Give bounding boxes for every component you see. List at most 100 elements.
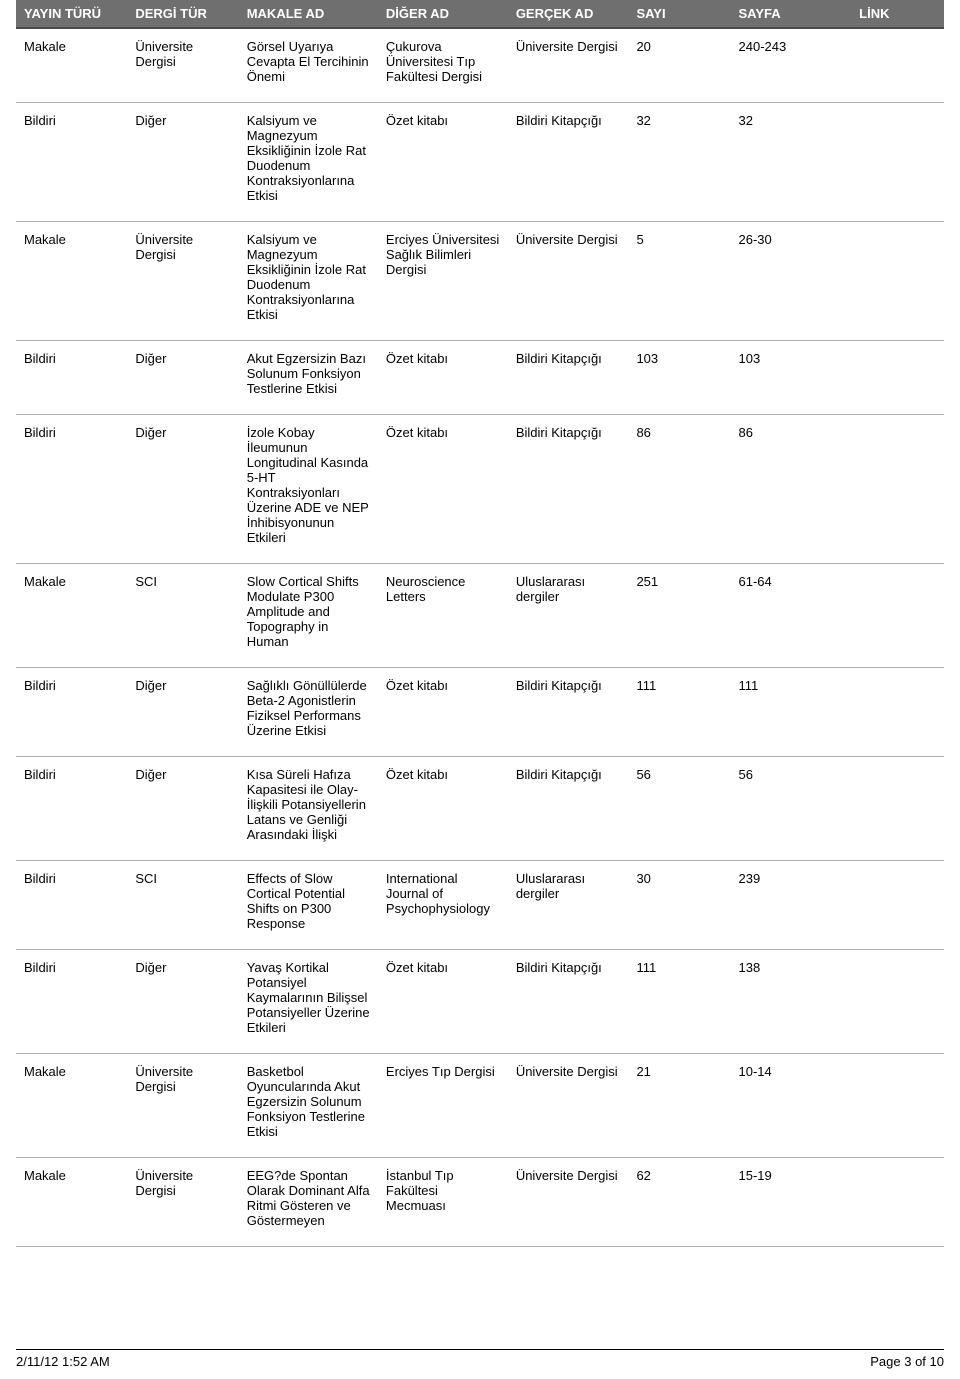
table-cell: Diğer xyxy=(127,415,238,564)
table-cell: 86 xyxy=(731,415,852,564)
table-cell: Bildiri xyxy=(16,861,127,950)
table-header: YAYIN TÜRÜDERGİ TÜRMAKALE ADDİĞER ADGERÇ… xyxy=(16,0,944,28)
table-row: BildiriDiğerAkut Egzersizin Bazı Solunum… xyxy=(16,341,944,415)
table-cell: Bildiri xyxy=(16,103,127,222)
table-cell: Bildiri xyxy=(16,757,127,861)
table-row: MakaleÜniversite DergisiEEG?de Spontan O… xyxy=(16,1158,944,1247)
table-cell: Bildiri xyxy=(16,341,127,415)
table-cell: 56 xyxy=(731,757,852,861)
table-cell: Çukurova Üniversitesi Tıp Fakültesi Derg… xyxy=(378,28,508,103)
table-cell: Üniversite Dergisi xyxy=(508,222,629,341)
table-cell: Uluslararası dergiler xyxy=(508,861,629,950)
table-cell: 239 xyxy=(731,861,852,950)
table-cell xyxy=(851,415,944,564)
table-cell xyxy=(851,757,944,861)
table-cell: SCI xyxy=(127,861,238,950)
table-row: MakaleSCISlow Cortical Shifts Modulate P… xyxy=(16,564,944,668)
footer-timestamp: 2/11/12 1:52 AM xyxy=(16,1354,110,1369)
column-header: MAKALE AD xyxy=(239,0,378,28)
table-cell: Bildiri xyxy=(16,668,127,757)
table-cell: Kısa Süreli Hafıza Kapasitesi ile Olay-İ… xyxy=(239,757,378,861)
table-cell xyxy=(851,564,944,668)
table-cell: Makale xyxy=(16,28,127,103)
table-cell: Görsel Uyarıya Cevapta El Tercihinin Öne… xyxy=(239,28,378,103)
table-cell: Bildiri Kitapçığı xyxy=(508,341,629,415)
table-cell: Sağlıklı Gönüllülerde Beta-2 Agonistleri… xyxy=(239,668,378,757)
table-cell: Akut Egzersizin Bazı Solunum Fonksiyon T… xyxy=(239,341,378,415)
table-cell: 103 xyxy=(628,341,730,415)
column-header: SAYI xyxy=(628,0,730,28)
table-cell: Diğer xyxy=(127,950,238,1054)
column-header: LİNK xyxy=(851,0,944,28)
table-cell: 15-19 xyxy=(731,1158,852,1247)
table-row: MakaleÜniversite DergisiKalsiyum ve Magn… xyxy=(16,222,944,341)
table-cell: Üniversite Dergisi xyxy=(127,1054,238,1158)
table-cell: 10-14 xyxy=(731,1054,852,1158)
column-header: DERGİ TÜR xyxy=(127,0,238,28)
table-cell: International Journal of Psychophysiolog… xyxy=(378,861,508,950)
footer-pageinfo: Page 3 of 10 xyxy=(870,1354,944,1369)
page-footer: 2/11/12 1:52 AM Page 3 of 10 xyxy=(16,1349,944,1369)
table-cell xyxy=(851,103,944,222)
table-cell: EEG?de Spontan Olarak Dominant Alfa Ritm… xyxy=(239,1158,378,1247)
table-cell: Özet kitabı xyxy=(378,103,508,222)
table-cell xyxy=(851,1158,944,1247)
column-header: GERÇEK AD xyxy=(508,0,629,28)
table-cell: Neuroscience Letters xyxy=(378,564,508,668)
table-row: BildiriDiğerYavaş Kortikal Potansiyel Ka… xyxy=(16,950,944,1054)
table-cell: Makale xyxy=(16,564,127,668)
table-cell: Bildiri Kitapçığı xyxy=(508,103,629,222)
table-cell: 111 xyxy=(628,950,730,1054)
table-cell: Makale xyxy=(16,1054,127,1158)
table-cell: 240-243 xyxy=(731,28,852,103)
table-cell: Diğer xyxy=(127,757,238,861)
table-cell: Erciyes Üniversitesi Sağlık Bilimleri De… xyxy=(378,222,508,341)
table-cell: Effects of Slow Cortical Potential Shift… xyxy=(239,861,378,950)
table-cell: Kalsiyum ve Magnezyum Eksikliğinin İzole… xyxy=(239,222,378,341)
table-cell: 21 xyxy=(628,1054,730,1158)
page-container: YAYIN TÜRÜDERGİ TÜRMAKALE ADDİĞER ADGERÇ… xyxy=(0,0,960,1379)
table-cell: Üniversite Dergisi xyxy=(508,1054,629,1158)
table-cell: 86 xyxy=(628,415,730,564)
table-cell: İstanbul Tıp Fakültesi Mecmuası xyxy=(378,1158,508,1247)
table-cell: 56 xyxy=(628,757,730,861)
table-row: BildiriDiğerKalsiyum ve Magnezyum Eksikl… xyxy=(16,103,944,222)
table-cell: Yavaş Kortikal Potansiyel Kaymalarının B… xyxy=(239,950,378,1054)
table-cell: Kalsiyum ve Magnezyum Eksikliğinin İzole… xyxy=(239,103,378,222)
table-cell: Bildiri xyxy=(16,950,127,1054)
table-cell: Slow Cortical Shifts Modulate P300 Ampli… xyxy=(239,564,378,668)
table-row: BildiriDiğerKısa Süreli Hafıza Kapasites… xyxy=(16,757,944,861)
table-cell: Üniversite Dergisi xyxy=(127,1158,238,1247)
table-cell xyxy=(851,950,944,1054)
table-cell: 20 xyxy=(628,28,730,103)
table-cell: 32 xyxy=(731,103,852,222)
table-cell: Özet kitabı xyxy=(378,950,508,1054)
table-cell: Üniversite Dergisi xyxy=(127,28,238,103)
table-cell: 62 xyxy=(628,1158,730,1247)
table-cell: Diğer xyxy=(127,668,238,757)
table-row: BildiriDiğerSağlıklı Gönüllülerde Beta-2… xyxy=(16,668,944,757)
table-cell: Makale xyxy=(16,1158,127,1247)
table-cell: 61-64 xyxy=(731,564,852,668)
table-cell xyxy=(851,341,944,415)
table-cell: Üniversite Dergisi xyxy=(508,28,629,103)
table-cell: İzole Kobay İleumunun Longitudinal Kasın… xyxy=(239,415,378,564)
table-cell: 26-30 xyxy=(731,222,852,341)
table-cell xyxy=(851,28,944,103)
table-row: MakaleÜniversite DergisiGörsel Uyarıya C… xyxy=(16,28,944,103)
table-cell: 111 xyxy=(731,668,852,757)
column-header: YAYIN TÜRÜ xyxy=(16,0,127,28)
publications-table: YAYIN TÜRÜDERGİ TÜRMAKALE ADDİĞER ADGERÇ… xyxy=(16,0,944,1247)
table-cell: Diğer xyxy=(127,103,238,222)
table-cell xyxy=(851,861,944,950)
table-cell: Üniversite Dergisi xyxy=(508,1158,629,1247)
table-cell: 138 xyxy=(731,950,852,1054)
column-header: SAYFA xyxy=(731,0,852,28)
table-cell: Üniversite Dergisi xyxy=(127,222,238,341)
table-cell: Makale xyxy=(16,222,127,341)
table-cell: 30 xyxy=(628,861,730,950)
table-cell: 32 xyxy=(628,103,730,222)
table-cell: Özet kitabı xyxy=(378,668,508,757)
table-cell: SCI xyxy=(127,564,238,668)
table-row: BildiriDiğerİzole Kobay İleumunun Longit… xyxy=(16,415,944,564)
